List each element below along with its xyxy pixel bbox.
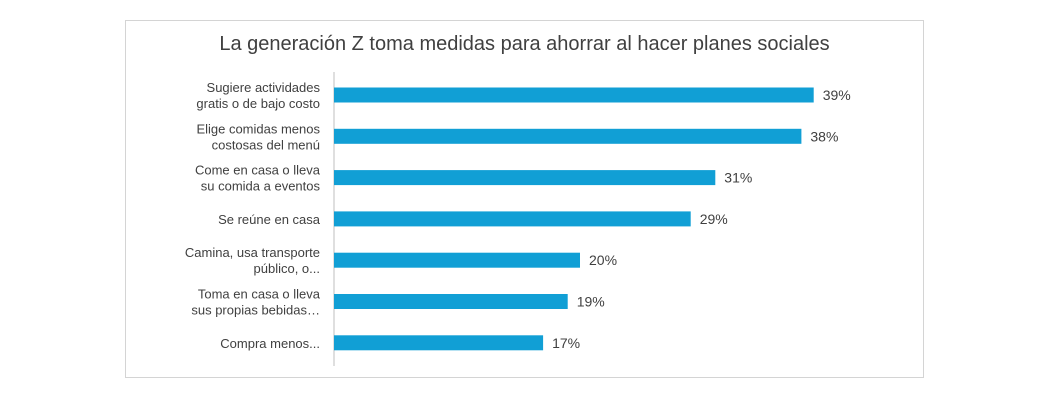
category-label-4: Se reúne en casa [218,212,321,227]
bar-5 [334,252,580,268]
bar-chart: 39% Sugiere actividades gratis o de bajo c… [185,72,851,366]
bar-4 [334,211,691,227]
bar-2 [334,128,802,144]
chart-title: La generación Z toma medidas para ahorra… [219,33,830,55]
bar-1 [334,87,814,103]
bar-7 [334,335,544,351]
chart-frame: La generación Z toma medidas para ahorra… [125,20,924,378]
category-label-1: Sugiere actividades gratis o de bajo cost… [196,80,320,111]
bar-3 [334,170,716,186]
data-label-7: 17% [552,335,580,351]
category-label-2: Elige comidas menos costosas del menú [196,121,320,152]
category-label-5: Camina, usa transporte público, o... [185,245,320,276]
data-label-6: 19% [577,294,605,310]
bar-6 [334,294,568,309]
category-label-7: Compra menos... [220,336,320,351]
category-label-6: Toma en casa o lleva sus propias bebidas… [191,287,320,318]
category-label-3: Come en casa o lleva su comida a eventos [195,163,321,194]
data-label-2: 38% [810,128,838,144]
data-label-3: 31% [724,170,752,186]
data-label-4: 29% [700,211,728,227]
data-label-5: 20% [589,252,617,268]
data-label-1: 39% [823,87,851,103]
